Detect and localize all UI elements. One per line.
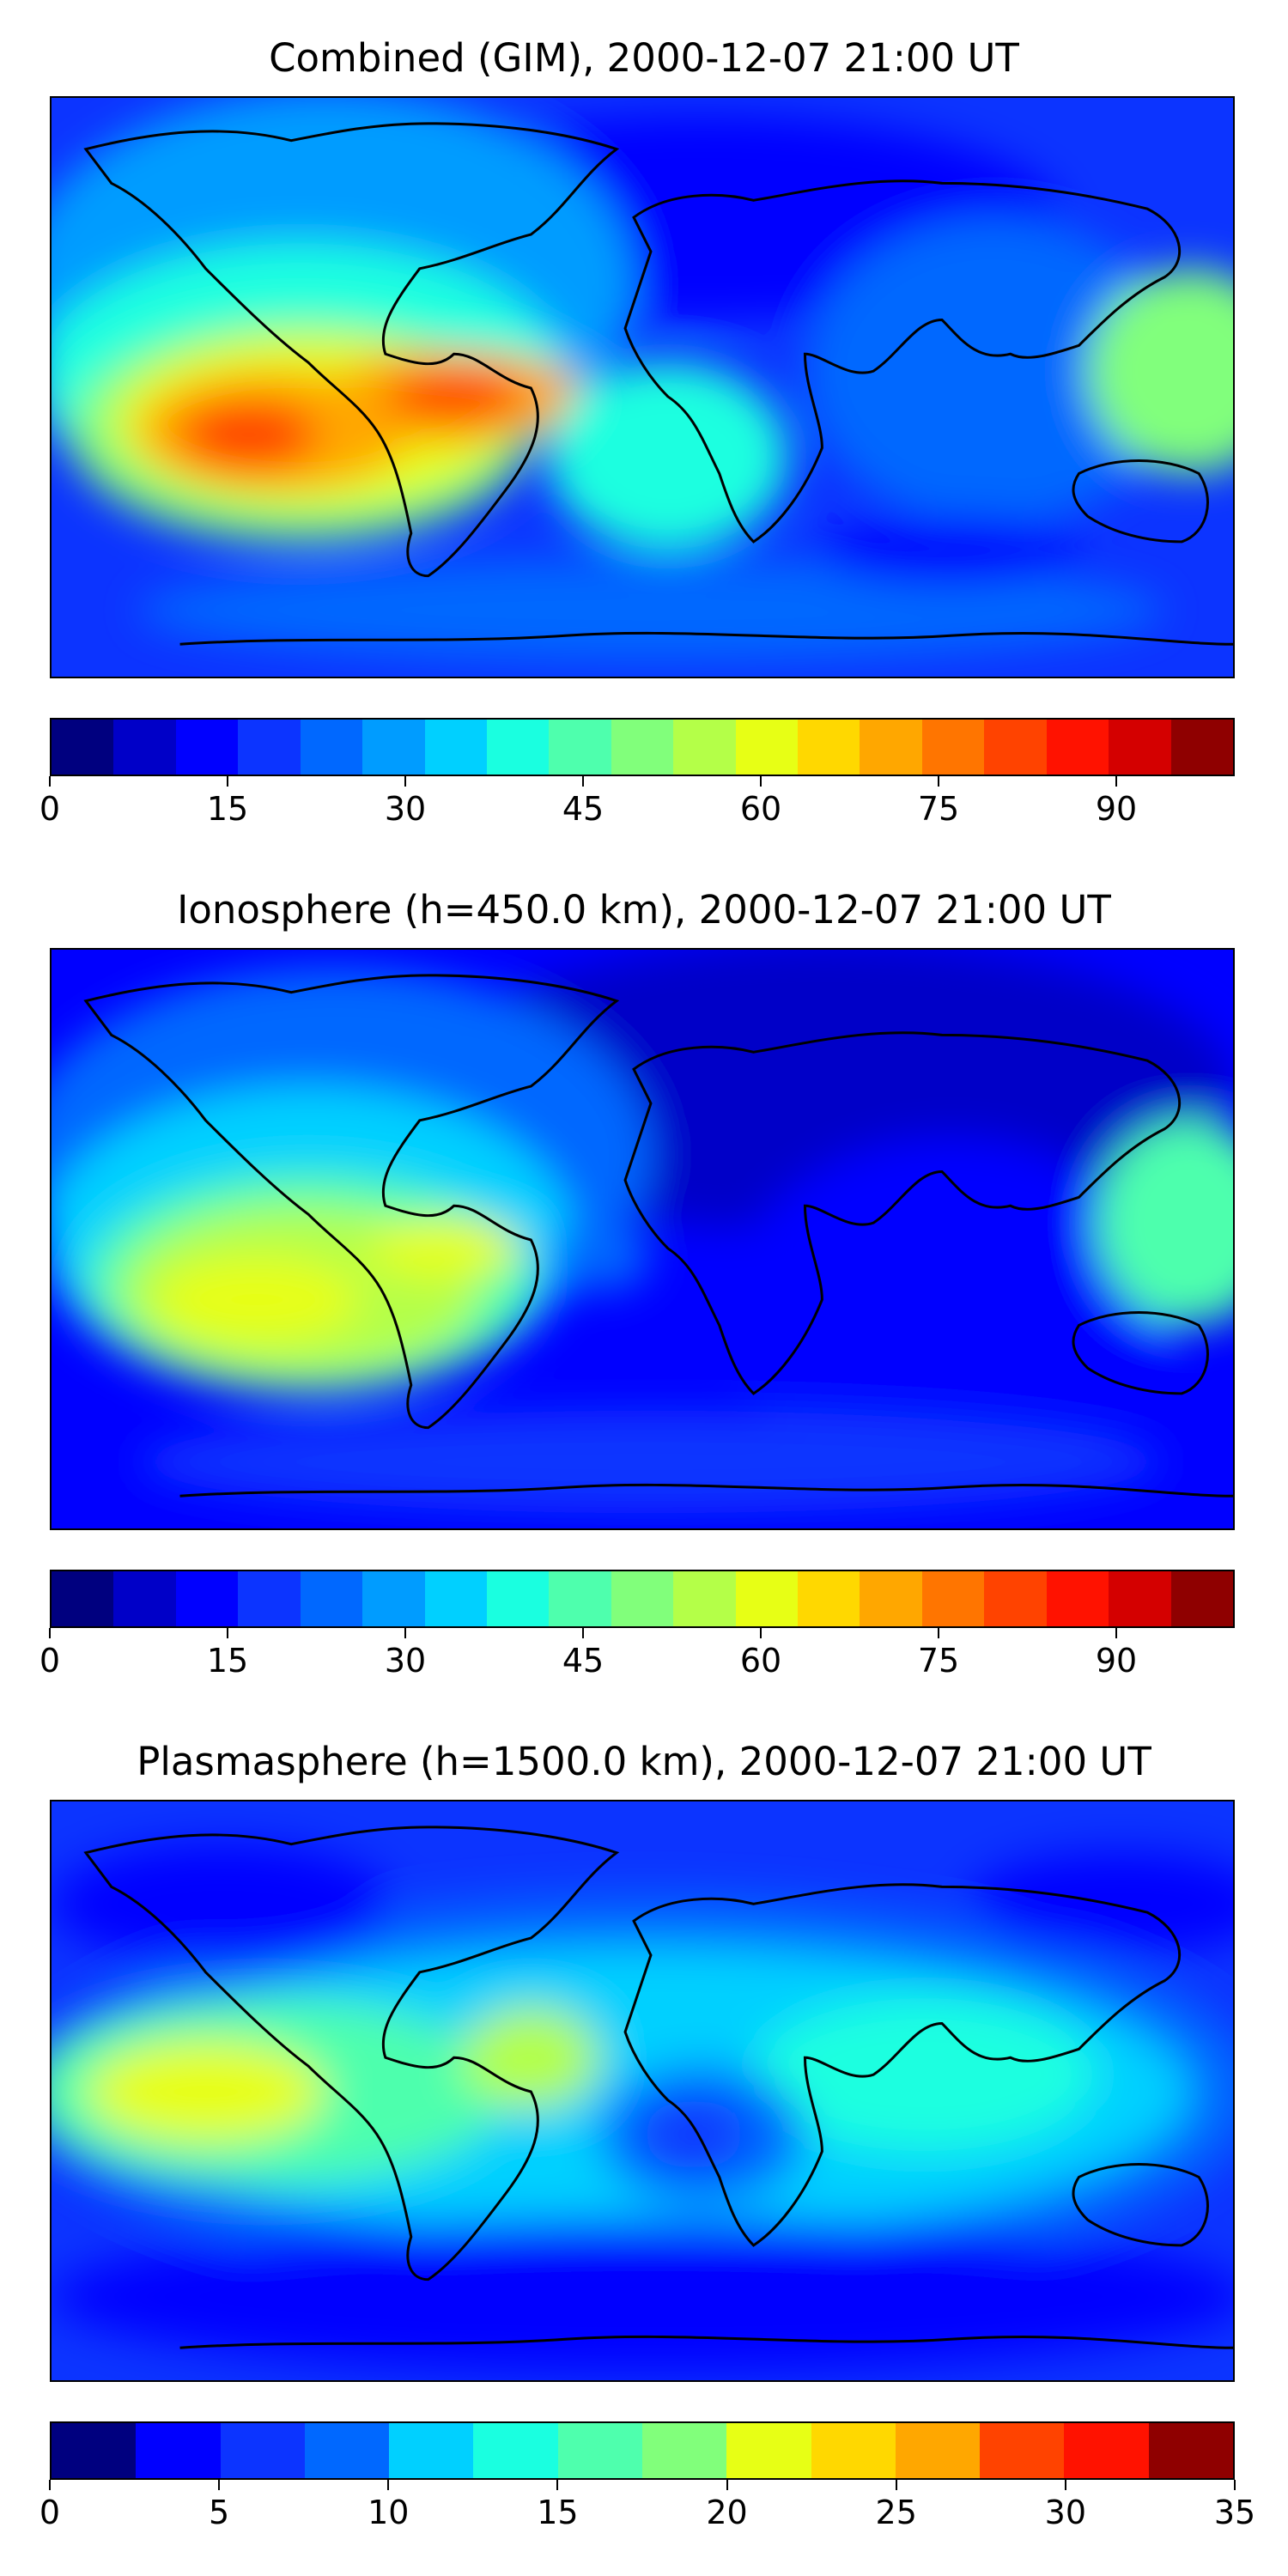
colorbar-tick-label: 90 [1095, 1642, 1138, 1680]
panel-title-ionosphere: Ionosphere (h=450.0 km), 2000-12-07 21:0… [177, 887, 1111, 933]
colorbar-tick-label: 0 [39, 2494, 61, 2531]
colorbar-tick-label: 60 [739, 790, 782, 828]
colorbar-segment [673, 720, 736, 775]
colorbar-segment [389, 2423, 474, 2478]
colorbar-segment [1046, 720, 1109, 775]
colorbar-segment [811, 2423, 896, 2478]
colorbar-segment [304, 2423, 390, 2478]
colorbar-segment [984, 720, 1047, 775]
colorbar-segment [238, 720, 301, 775]
colorbar-segment [1109, 1571, 1171, 1626]
colorbar-tick-label: 60 [739, 1642, 782, 1680]
colorbar-tick-label: 0 [39, 1642, 61, 1680]
colorbar-segment [611, 720, 674, 775]
colorbar-combined [50, 718, 1235, 776]
coastlines [83, 974, 1233, 1498]
colorbar-tick-label: 75 [917, 1642, 960, 1680]
colorbar-segment [424, 720, 487, 775]
colorbar-segment [798, 720, 860, 775]
colorbar-segment [860, 720, 922, 775]
colorbar-segment [220, 2423, 305, 2478]
colorbar-tick-label: 20 [706, 2494, 748, 2531]
colorbar-segment [300, 720, 363, 775]
colorbar-segment [798, 1571, 860, 1626]
colorbar-segment [136, 2423, 221, 2478]
colorbar-segment [113, 720, 176, 775]
colorbar-plasmasphere [50, 2421, 1235, 2480]
colorbar-segment [1064, 2423, 1149, 2478]
map-combined [50, 96, 1235, 678]
colorbar-segment [52, 2423, 137, 2478]
colorbar-tick-label: 30 [384, 790, 427, 828]
colorbar-segment [921, 1571, 985, 1626]
colorbar-segment [175, 720, 239, 775]
colorbar-segment [673, 1571, 736, 1626]
colorbar-segment [362, 1571, 425, 1626]
colorbar-segment [980, 2423, 1065, 2478]
colorbar-tick-label: 45 [562, 1642, 605, 1680]
colorbar-tick-label: 30 [384, 1642, 427, 1680]
map-ionosphere [50, 948, 1235, 1530]
colorbar-ticks-combined: 0 15 30 45 60 75 90 [39, 776, 1235, 828]
colorbar-tick-label: 30 [1044, 2494, 1087, 2531]
colorbar-segment [52, 720, 114, 775]
colorbar-segment [611, 1571, 674, 1626]
colorbar-tick-label: 25 [875, 2494, 917, 2531]
panel-title-plasmasphere: Plasmasphere (h=1500.0 km), 2000-12-07 2… [137, 1739, 1151, 1784]
colorbar-ionosphere [50, 1570, 1235, 1628]
colorbar-segment [735, 1571, 799, 1626]
colorbar-tick-label: 0 [39, 790, 61, 828]
colorbar-segment [1148, 2423, 1233, 2478]
colorbar-segment [486, 1571, 550, 1626]
colorbar-ticks-ionosphere: 0 15 30 45 60 75 90 [39, 1628, 1235, 1680]
colorbar-segment [735, 720, 799, 775]
colorbar-tick-label: 5 [209, 2494, 230, 2531]
colorbar-segment [641, 2423, 727, 2478]
colorbar-segment [557, 2423, 642, 2478]
colorbar-segment [175, 1571, 239, 1626]
colorbar-segment [52, 1571, 114, 1626]
colorbar-tick-label: 10 [368, 2494, 410, 2531]
colorbar-segment [1170, 1571, 1234, 1626]
colorbar-segment [860, 1571, 922, 1626]
colorbar-segment [486, 720, 550, 775]
map-plasmasphere [50, 1800, 1235, 2382]
colorbar-tick-label: 90 [1095, 790, 1138, 828]
colorbar-segment [113, 1571, 176, 1626]
colorbar-segment [1170, 720, 1234, 775]
coastlines [83, 122, 1233, 646]
colorbar-ticks-plasmasphere: 0 5 10 15 20 25 30 35 [39, 2480, 1255, 2531]
colorbar-segment [1046, 1571, 1109, 1626]
coastlines [83, 1826, 1233, 2349]
colorbar-segment [300, 1571, 363, 1626]
colorbar-segment [984, 1571, 1047, 1626]
colorbar-tick-label: 15 [206, 1642, 249, 1680]
panel-title-combined: Combined (GIM), 2000-12-07 21:00 UT [269, 35, 1019, 81]
colorbar-segment [362, 720, 425, 775]
colorbar-segment [549, 720, 611, 775]
colorbar-segment [473, 2423, 558, 2478]
colorbar-segment [1109, 720, 1171, 775]
colorbar-tick-label: 35 [1213, 2494, 1256, 2531]
colorbar-tick-label: 15 [206, 790, 249, 828]
colorbar-segment [549, 1571, 611, 1626]
colorbar-segment [238, 1571, 301, 1626]
colorbar-tick-label: 15 [537, 2494, 579, 2531]
colorbar-segment [921, 720, 985, 775]
colorbar-tick-label: 75 [917, 790, 960, 828]
colorbar-segment [726, 2423, 811, 2478]
colorbar-segment [895, 2423, 981, 2478]
colorbar-tick-label: 45 [562, 790, 605, 828]
colorbar-segment [424, 1571, 487, 1626]
